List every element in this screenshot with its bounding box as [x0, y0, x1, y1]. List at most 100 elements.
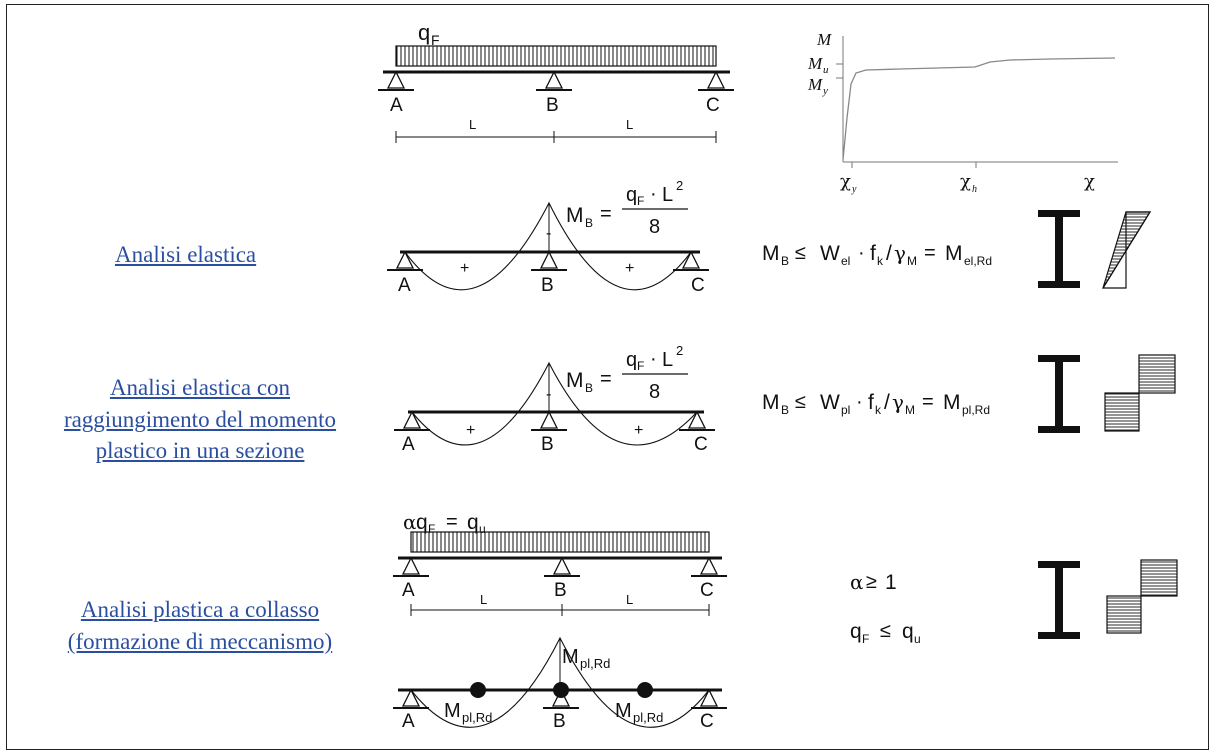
svg-text:·: · [858, 242, 865, 264]
svg-text:k: k [875, 403, 882, 417]
axis-chi-y-sub: y [851, 184, 857, 195]
mpl-label: M [444, 700, 461, 722]
span-label: L [626, 117, 633, 132]
support-c [698, 70, 734, 91]
span-label: L [480, 592, 487, 607]
beam-loaded-collapse: α q F = q u A B C L L [393, 510, 727, 616]
svg-text:2: 2 [676, 178, 683, 193]
axis-chi: χ [1084, 171, 1095, 192]
sign-plus: + [460, 260, 469, 277]
svg-text:F: F [862, 632, 869, 646]
svg-text:q: q [902, 620, 914, 643]
label-a: A [390, 95, 403, 116]
svg-text:1: 1 [885, 571, 897, 594]
svg-text:q: q [626, 184, 637, 206]
support-a [387, 250, 423, 271]
svg-text:≤: ≤ [795, 242, 806, 264]
label-b: B [541, 434, 554, 455]
support-b [531, 250, 567, 271]
label-b: B [546, 95, 559, 116]
label-a: A [398, 275, 411, 296]
svg-text:=: = [600, 203, 612, 225]
svg-text:≥: ≥ [866, 571, 877, 593]
svg-text:q: q [467, 511, 479, 534]
svg-text:α: α [850, 570, 864, 594]
svg-text:M: M [566, 369, 584, 392]
svg-text:=: = [924, 242, 936, 264]
axis-chi-h-sub: h [972, 184, 977, 195]
label-a: A [402, 434, 415, 455]
load-label: q [418, 20, 430, 45]
support-b [544, 556, 580, 577]
svg-text:8: 8 [649, 381, 660, 403]
moment-curve [411, 361, 698, 446]
link-analisi-plastica[interactable]: Analisi plastica a collasso (formazione … [24, 594, 376, 657]
alpha-label: α [403, 510, 417, 534]
svg-text:pl,Rd: pl,Rd [462, 710, 492, 725]
moment-diagram-elastic-plastic: A B C + + - [394, 361, 715, 455]
svg-text:=: = [600, 368, 612, 390]
svg-text:B: B [781, 403, 789, 417]
plastic-hinge [637, 682, 653, 698]
distributed-load [410, 531, 710, 553]
svg-text:u: u [479, 522, 486, 536]
sign-minus: - [546, 386, 551, 403]
svg-text:·: · [650, 348, 657, 370]
support-c [691, 556, 727, 577]
label-b: B [553, 711, 566, 732]
svg-text:F: F [637, 194, 644, 208]
label-c: C [700, 711, 714, 732]
mpl-label: M [615, 700, 632, 722]
link-line: Analisi elastica con [109, 375, 291, 400]
axis-my: M [807, 75, 823, 94]
support-b [543, 688, 579, 709]
svg-text:F: F [428, 522, 435, 536]
span-label: L [469, 117, 476, 132]
axis-my-sub: y [822, 85, 828, 97]
link-line: Analisi elastica [115, 242, 257, 267]
span-dimension [410, 604, 710, 616]
svg-text:f: f [870, 242, 876, 265]
sign-plus: + [466, 422, 475, 439]
svg-text:q: q [850, 620, 862, 643]
svg-text:B: B [585, 216, 593, 230]
svg-text:el: el [841, 254, 850, 268]
span-dimension [395, 131, 717, 143]
moment-formula-elastic: M B = q F · L 2 8 [566, 178, 688, 238]
label-c: C [694, 434, 708, 455]
support-b [536, 70, 572, 91]
svg-text:el,Rd: el,Rd [964, 254, 992, 268]
svg-text:=: = [922, 391, 934, 413]
mpl-label: M [562, 646, 579, 668]
sign-plus: + [625, 260, 634, 277]
svg-text:B: B [781, 254, 789, 268]
label-b: B [541, 275, 554, 296]
svg-text:pl,Rd: pl,Rd [580, 656, 610, 671]
border-frame [6, 4, 1209, 750]
svg-text:pl: pl [841, 403, 850, 417]
sign-minus: - [546, 225, 551, 242]
svg-text:pl,Rd: pl,Rd [633, 710, 663, 725]
moment-diagram-collapse: A B C M pl,Rd M pl,Rd M pl,Rd [393, 636, 727, 732]
svg-text:=: = [446, 511, 458, 533]
svg-text:pl,Rd: pl,Rd [962, 403, 990, 417]
svg-text:L: L [662, 349, 673, 371]
load-subscript: F [431, 32, 440, 48]
link-analisi-elastica-plastica[interactable]: Analisi elastica con raggiungimento del … [24, 372, 376, 467]
support-b [531, 410, 567, 431]
support-a [393, 688, 429, 709]
svg-text:q: q [416, 511, 428, 534]
svg-text:·: · [650, 183, 657, 205]
link-analisi-elastica[interactable]: Analisi elastica [115, 239, 256, 271]
moment-diagram-elastic: A B C + + - [387, 201, 709, 296]
svg-text:W: W [820, 242, 840, 265]
label-b: B [554, 580, 567, 601]
label-c: C [691, 275, 705, 296]
link-line: (formazione di meccanismo) [67, 628, 333, 654]
axis-mu: M [807, 54, 823, 73]
link-line: raggiungimento del momento [63, 406, 337, 432]
svg-text:2: 2 [676, 343, 683, 358]
moment-curvature-curve [842, 57, 1116, 161]
svg-text:M: M [907, 254, 917, 268]
i-section-elastic [1038, 210, 1080, 288]
